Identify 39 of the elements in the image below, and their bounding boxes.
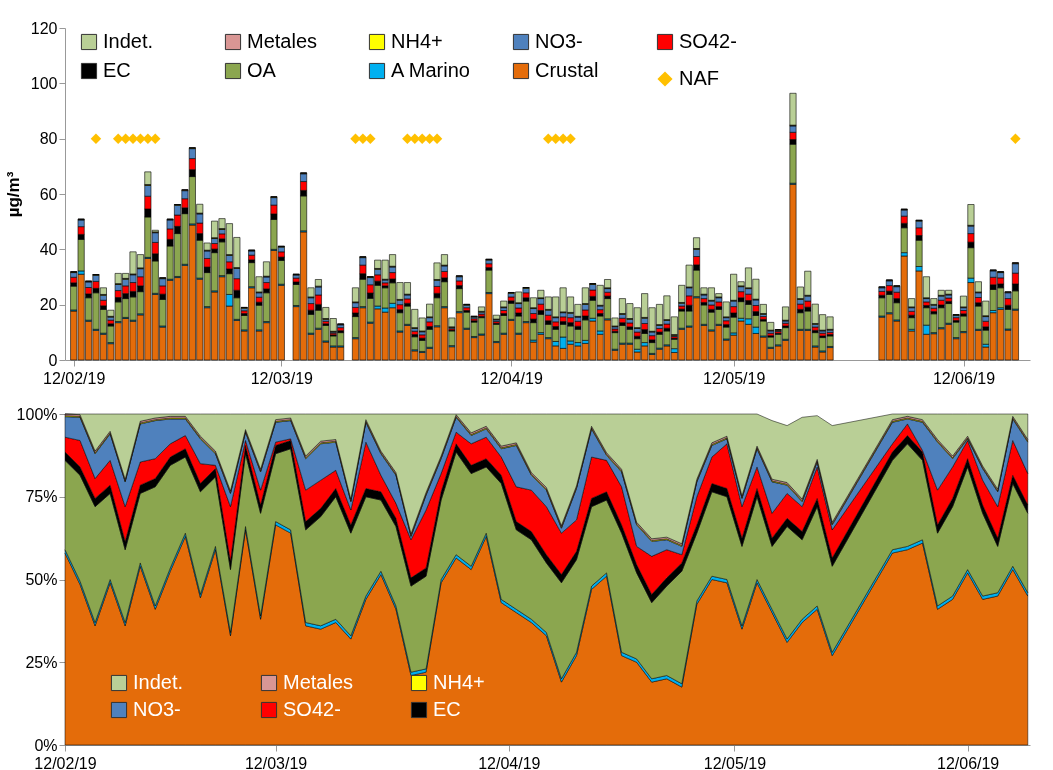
x-tick-label: 12/04/19	[480, 369, 543, 387]
y-tick-label: 50%	[25, 571, 58, 588]
legend-label: SO42-	[679, 30, 737, 52]
series-label: Indet.	[133, 671, 184, 693]
legend-label: NAF	[679, 67, 719, 89]
legend-label: NH4+	[391, 30, 443, 52]
legend-label: A Marino	[391, 59, 470, 81]
x-tick-label: 12/06/19	[932, 369, 996, 387]
y-tick-label: 100%	[16, 405, 58, 423]
y-tick-label: 75%	[25, 488, 58, 506]
x-tick-label: 12/05/19	[703, 369, 766, 387]
series-label: EC	[433, 698, 461, 720]
x-tick-label: 12/04/19	[478, 754, 541, 770]
x-tick-label: 12/05/19	[703, 754, 767, 770]
legend-label: OA	[247, 59, 277, 81]
y-tick-label: 0%	[34, 736, 58, 754]
y-tick-label: 60	[39, 185, 58, 203]
y-tick-label: 80	[39, 130, 58, 148]
series-label: NH4+	[433, 671, 485, 693]
legend-label: Metales	[247, 30, 318, 52]
legend-label: Crustal	[535, 59, 599, 81]
series-label: SO42-	[283, 698, 341, 720]
legend-label: EC	[103, 59, 131, 81]
x-tick-label: 12/06/19	[936, 754, 1000, 770]
series-label: NO3-	[133, 698, 181, 720]
x-tick-label: 12/02/19	[43, 369, 106, 387]
legend-label: NO3-	[535, 30, 583, 52]
x-tick-label: 12/03/19	[244, 754, 308, 770]
series-label: Metales	[283, 671, 354, 693]
y-tick-label: 100	[30, 74, 58, 92]
y-tick-label: 40	[39, 240, 58, 258]
x-tick-label: 12/03/19	[250, 369, 314, 387]
y-tick-label: 20	[39, 296, 58, 314]
y-tick-label: 120	[30, 19, 58, 37]
y-tick-label: 25%	[25, 653, 58, 671]
x-tick-label: 12/02/19	[34, 754, 97, 770]
y-axis-title: µg/m³	[3, 171, 23, 218]
y-tick-label: 0	[48, 351, 58, 369]
legend-label: Indet.	[103, 30, 154, 52]
